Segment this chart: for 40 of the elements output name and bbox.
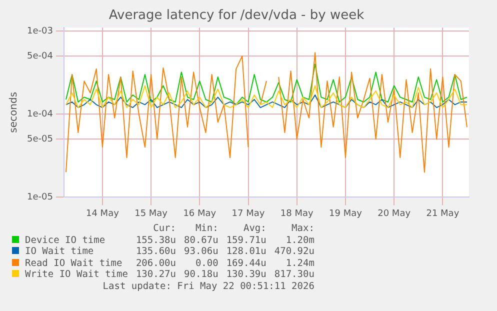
y-tick-label: 5e-05 [26, 134, 53, 144]
legend-label: Read IO Wait time [24, 258, 124, 269]
text: 1.24m [284, 258, 316, 269]
text: 90.18u [183, 269, 220, 280]
x-tick-label: 20 May [378, 208, 412, 219]
text: Cur: [152, 223, 177, 234]
chart-title: Average latency for /dev/vda - by week [108, 8, 365, 24]
y-tick-label: 1e-05 [26, 192, 53, 203]
y-tick-label: 1e-04 [26, 109, 54, 120]
text: Avg: [242, 223, 268, 234]
text: 206.00u [134, 258, 177, 269]
text: 470.92u [273, 246, 316, 258]
text: Max: [290, 223, 316, 234]
x-tick-label: 17 May [232, 208, 266, 219]
text: 80.67u [183, 234, 220, 246]
text: 135.60u [134, 246, 177, 258]
x-tick-label: 15 May [134, 208, 168, 219]
y-axis-title: seconds [8, 92, 20, 133]
text: 130.39u [225, 269, 268, 280]
x-tick-label: 21 May [426, 208, 460, 219]
legend-label: Write IO Wait time [24, 269, 129, 280]
text: 0.00 [194, 258, 220, 269]
text: 155.38u [134, 234, 177, 246]
legend-label: Device IO time [24, 234, 106, 246]
y-tick-label: 5e-04 [26, 51, 54, 62]
x-tick-label: 19 May [329, 208, 363, 219]
text: 128.01u [225, 246, 268, 258]
text: 169.44u [225, 258, 268, 269]
text: 159.71u [225, 234, 268, 246]
text: 817.30u [273, 269, 316, 280]
y-tick-label: 1e-03 [26, 26, 53, 36]
x-tick-label: 16 May [183, 208, 217, 219]
legend-label: IO Wait time [24, 246, 95, 258]
x-tick-label: 14 May [86, 208, 120, 219]
x-tick-label: 18 May [280, 208, 314, 219]
text: 130.27u [134, 269, 177, 280]
text: 1.20m [284, 234, 316, 246]
text: Min: [194, 223, 220, 234]
text: 93.06u [183, 246, 220, 258]
text: Last update: Fri May 22 00:51:11 2026 [102, 280, 316, 292]
